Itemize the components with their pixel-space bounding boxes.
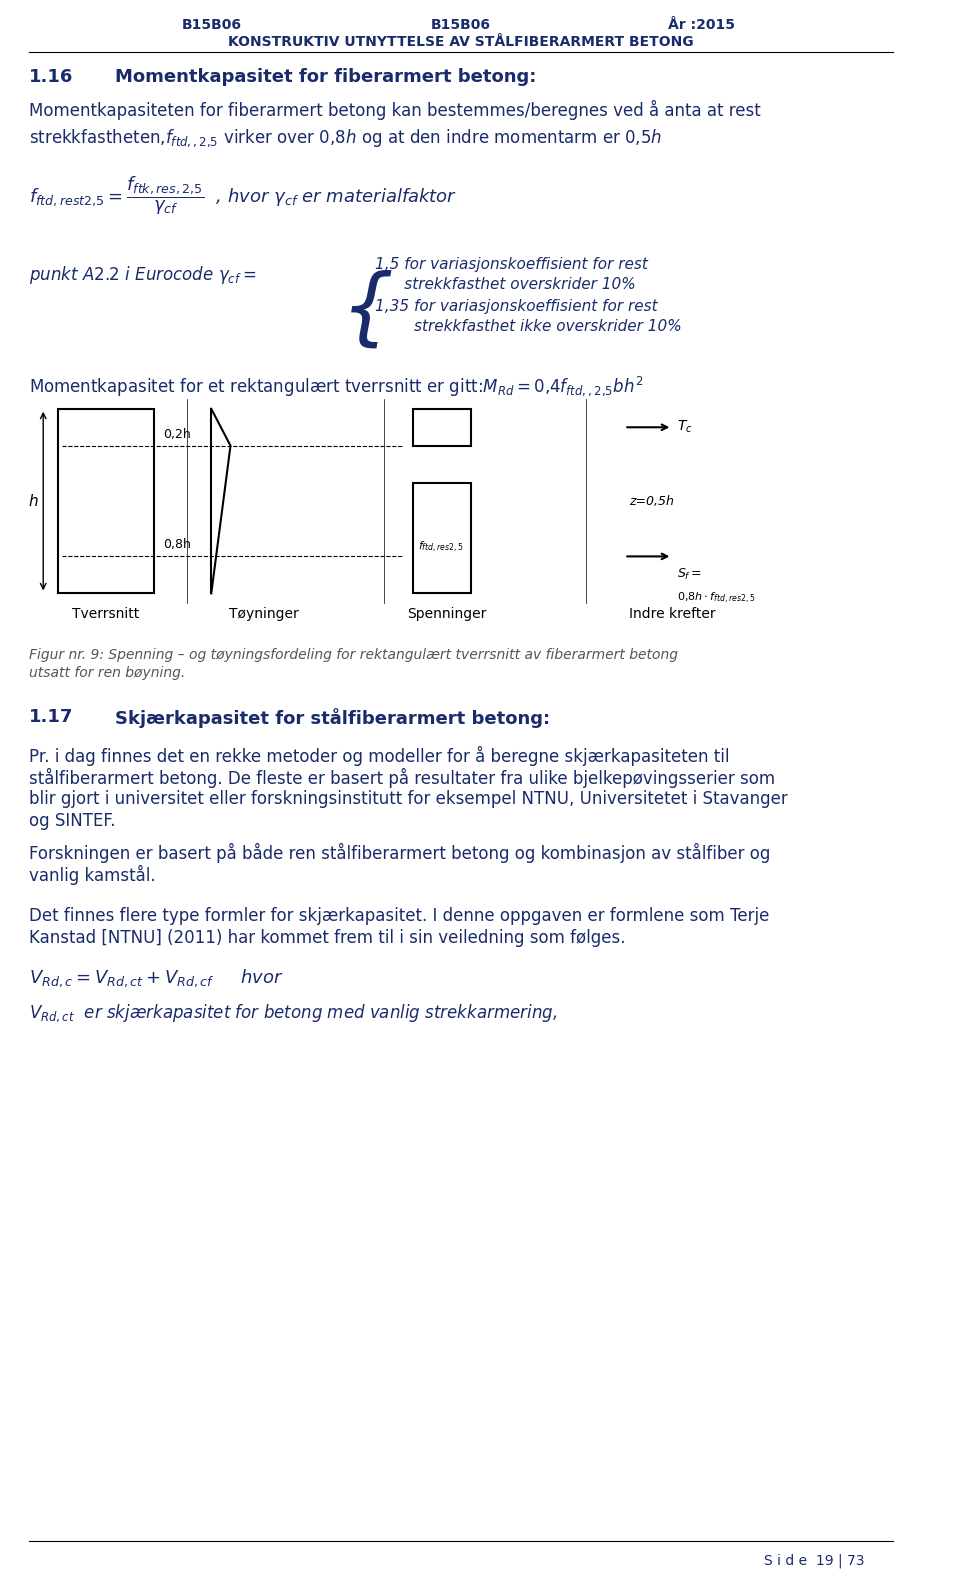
Bar [413,482,470,594]
Text: 0,8h: 0,8h [163,539,191,551]
Text: B15B06: B15B06 [431,17,491,31]
Bar [413,408,470,446]
Text: strekkfastheten,$f_{ftd,,2{,}5}$ virker over 0,8$h$ og at den indre momentarm er: strekkfastheten,$f_{ftd,,2{,}5}$ virker … [29,127,662,149]
Text: z=0,5h: z=0,5h [629,495,674,507]
Text: $0{,}8h \cdot f_{ftd,res2,5}$: $0{,}8h \cdot f_{ftd,res2,5}$ [677,591,756,606]
Text: Figur nr. 9: Spenning – og tøyningsfordeling for rektangulært tverrsnitt av fibe: Figur nr. 9: Spenning – og tøyningsforde… [29,649,678,661]
Text: og SINTEF.: og SINTEF. [29,812,115,829]
Text: Indre krefter: Indre krefter [629,608,715,621]
Text: KONSTRUKTIV UTNYTTELSE AV STÅLFIBERARMERT BETONG: KONSTRUKTIV UTNYTTELSE AV STÅLFIBERARMER… [228,35,694,49]
Text: B15B06: B15B06 [181,17,241,31]
Text: Spenninger: Spenninger [407,608,487,621]
Text: Momentkapasitet for fiberarmert betong:: Momentkapasitet for fiberarmert betong: [115,68,537,86]
Text: strekkfasthet ikke overskrider 10%: strekkfasthet ikke overskrider 10% [374,319,682,335]
Text: vanlig kamstål.: vanlig kamstål. [29,864,156,884]
Text: $T_c$: $T_c$ [677,419,693,435]
Text: {: { [341,269,394,350]
Text: Tøyninger: Tøyninger [229,608,299,621]
Text: blir gjort i universitet eller forskningsinstitutt for eksempel NTNU, Universite: blir gjort i universitet eller forskning… [29,790,787,807]
Text: $f_{ftd,rest2{,}5} = \dfrac{f_{ftk,res,2{,}5}}{\gamma_{cf}}$  , hvor $\gamma_{cf: $f_{ftd,rest2{,}5} = \dfrac{f_{ftk,res,2… [29,174,457,217]
Text: 0,2h: 0,2h [163,427,191,441]
Text: 1,35 for variasjonskoeffisient for rest: 1,35 for variasjonskoeffisient for rest [374,298,658,314]
Text: Kanstad [NTNU] (2011) har kommet frem til i sin veiledning som følges.: Kanstad [NTNU] (2011) har kommet frem ti… [29,930,625,947]
Text: h: h [29,493,38,509]
Text: Forskningen er basert på både ren stålfiberarmert betong og kombinasjon av stålf: Forskningen er basert på både ren stålfi… [29,842,770,862]
Text: S i d e  19 | 73: S i d e 19 | 73 [764,1554,864,1568]
Text: stålfiberarmert betong. De fleste er basert på resultater fra ulike bjelkepøving: stålfiberarmert betong. De fleste er bas… [29,768,775,789]
Text: Momentkapasiteten for fiberarmert betong kan bestemmes/beregnes ved å anta at re: Momentkapasiteten for fiberarmert betong… [29,99,760,119]
Text: 1.17: 1.17 [29,709,73,726]
Text: $S_f=$: $S_f=$ [677,567,702,583]
Text: År :2015: År :2015 [667,17,734,31]
Text: $V_{Rd,ct}$  er skjærkapasitet for betong med vanlig strekkarmering,: $V_{Rd,ct}$ er skjærkapasitet for betong… [29,1002,557,1024]
Text: Tverrsnitt: Tverrsnitt [72,608,139,621]
Text: $punkt\ A2.2\ i\ Eurocode\ \gamma_{cf} =$: $punkt\ A2.2\ i\ Eurocode\ \gamma_{cf} =… [29,264,256,286]
Text: strekkfasthet overskrider 10%: strekkfasthet overskrider 10% [374,276,636,292]
Text: 1,5 for variasjonskoeffisient for rest: 1,5 for variasjonskoeffisient for rest [374,258,647,272]
Text: 1.16: 1.16 [29,68,73,86]
Text: Det finnes flere type formler for skjærkapasitet. I denne oppgaven er formlene s: Det finnes flere type formler for skjærk… [29,908,769,925]
Text: Momentkapasitet for et rektangulært tverrsnitt er gitt:$M_{Rd} = 0{,}4f_{ftd,,2{: Momentkapasitet for et rektangulært tver… [29,374,643,397]
Text: $V_{Rd,c} = V_{Rd,ct} + V_{Rd,cf}$     hvor: $V_{Rd,c} = V_{Rd,ct} + V_{Rd,cf}$ hvor [29,968,283,988]
Text: utsatt for ren bøyning.: utsatt for ren bøyning. [29,666,185,680]
Text: Skjærkapasitet for stålfiberarmert betong:: Skjærkapasitet for stålfiberarmert beton… [115,709,550,727]
Bar [58,408,154,594]
Text: Pr. i dag finnes det en rekke metoder og modeller for å beregne skjærkapasiteten: Pr. i dag finnes det en rekke metoder og… [29,746,730,767]
Text: $f_{ftd,res2,5}$: $f_{ftd,res2,5}$ [418,539,464,555]
